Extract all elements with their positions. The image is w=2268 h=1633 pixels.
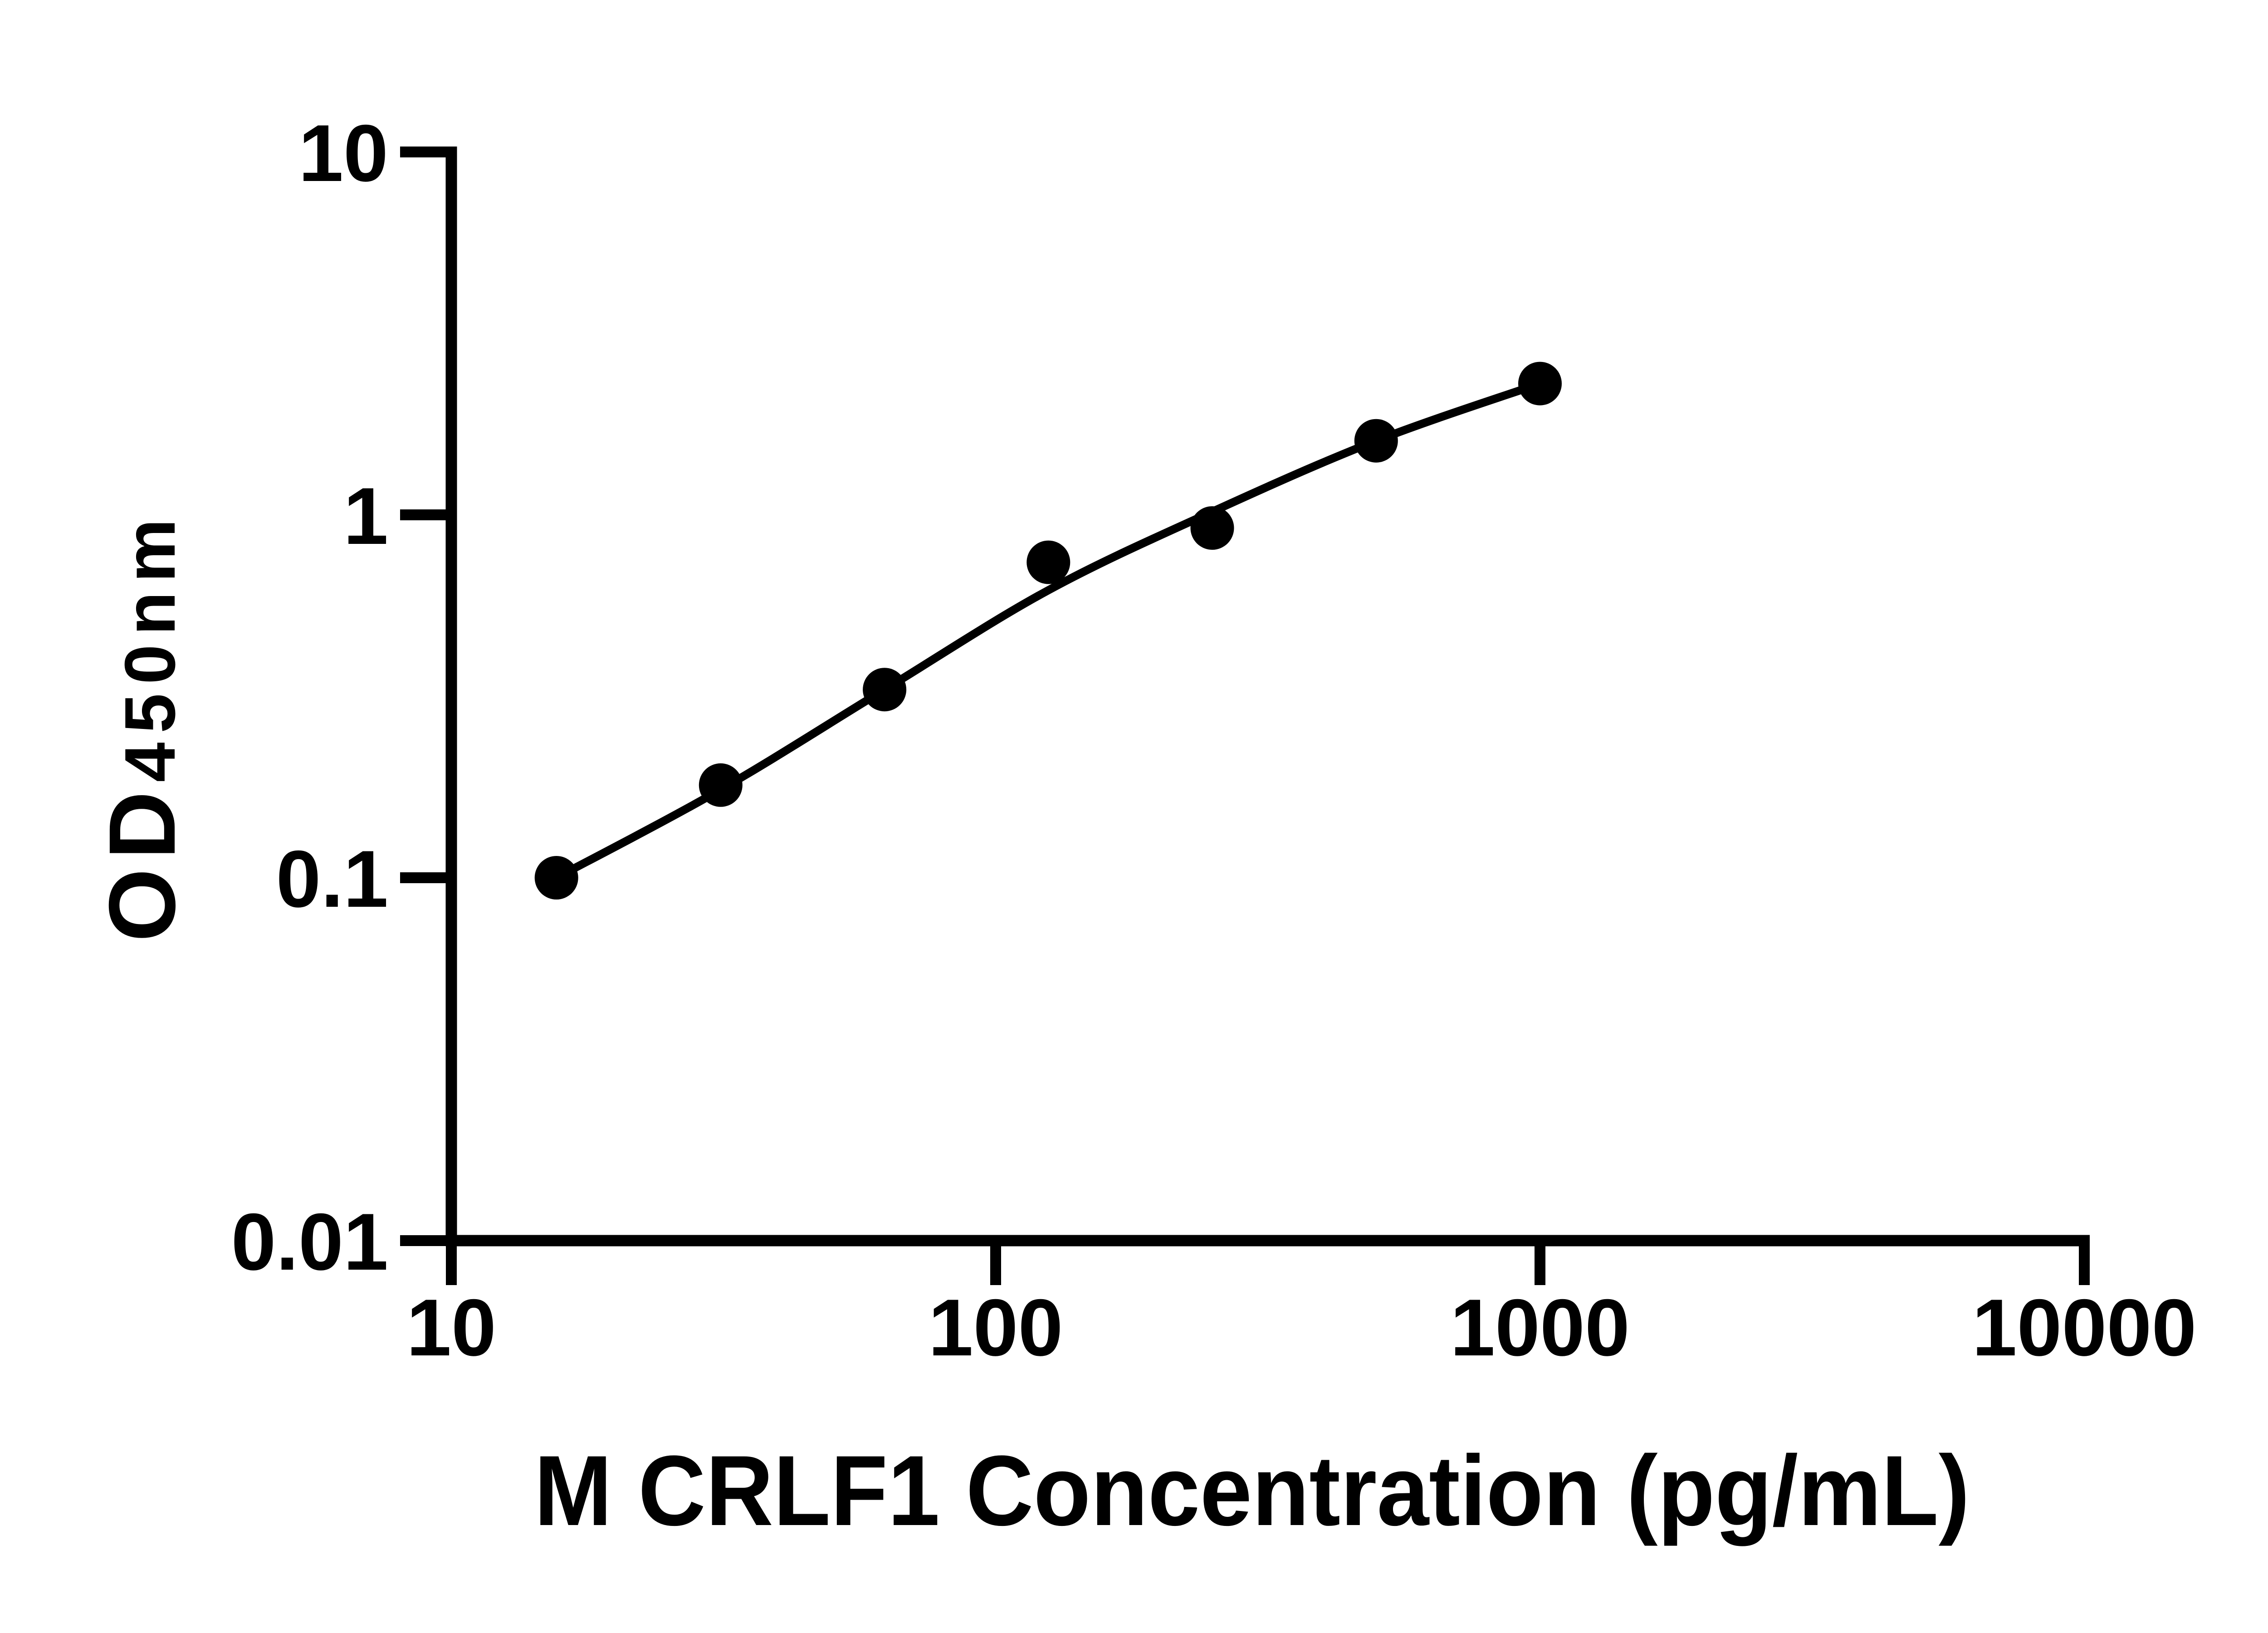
y-axis-ticks bbox=[400, 147, 451, 1246]
x-axis-title: M CRLF1 Concentration (pg/mL) bbox=[534, 1435, 1970, 1546]
x-tick-label-100: 100 bbox=[929, 1282, 1063, 1373]
y-axis-tick-labels: 10 1 0.1 0.01 bbox=[231, 108, 388, 1287]
y-tick-label-0.1: 0.1 bbox=[276, 834, 388, 924]
y-axis-title: OD450nm bbox=[90, 510, 195, 942]
y-tick-label-10: 10 bbox=[298, 108, 388, 198]
x-tick-label-10000: 10000 bbox=[1972, 1282, 2197, 1373]
x-axis-ticks bbox=[446, 1241, 2090, 1285]
y-tick-label-1: 1 bbox=[343, 471, 388, 561]
x-tick-label-10: 10 bbox=[406, 1282, 496, 1373]
data-point-125 bbox=[1026, 540, 1070, 584]
x-tick-label-1000: 1000 bbox=[1450, 1282, 1630, 1373]
y-axis-title-main: OD bbox=[90, 782, 195, 942]
y-axis-title-subscript: 450nm bbox=[110, 510, 190, 782]
data-series-layer bbox=[534, 362, 1562, 900]
y-tick-label-0.01: 0.01 bbox=[231, 1197, 388, 1287]
x-axis-tick-labels: 10 100 1000 10000 bbox=[406, 1282, 2196, 1373]
fit-curve bbox=[552, 379, 1544, 882]
